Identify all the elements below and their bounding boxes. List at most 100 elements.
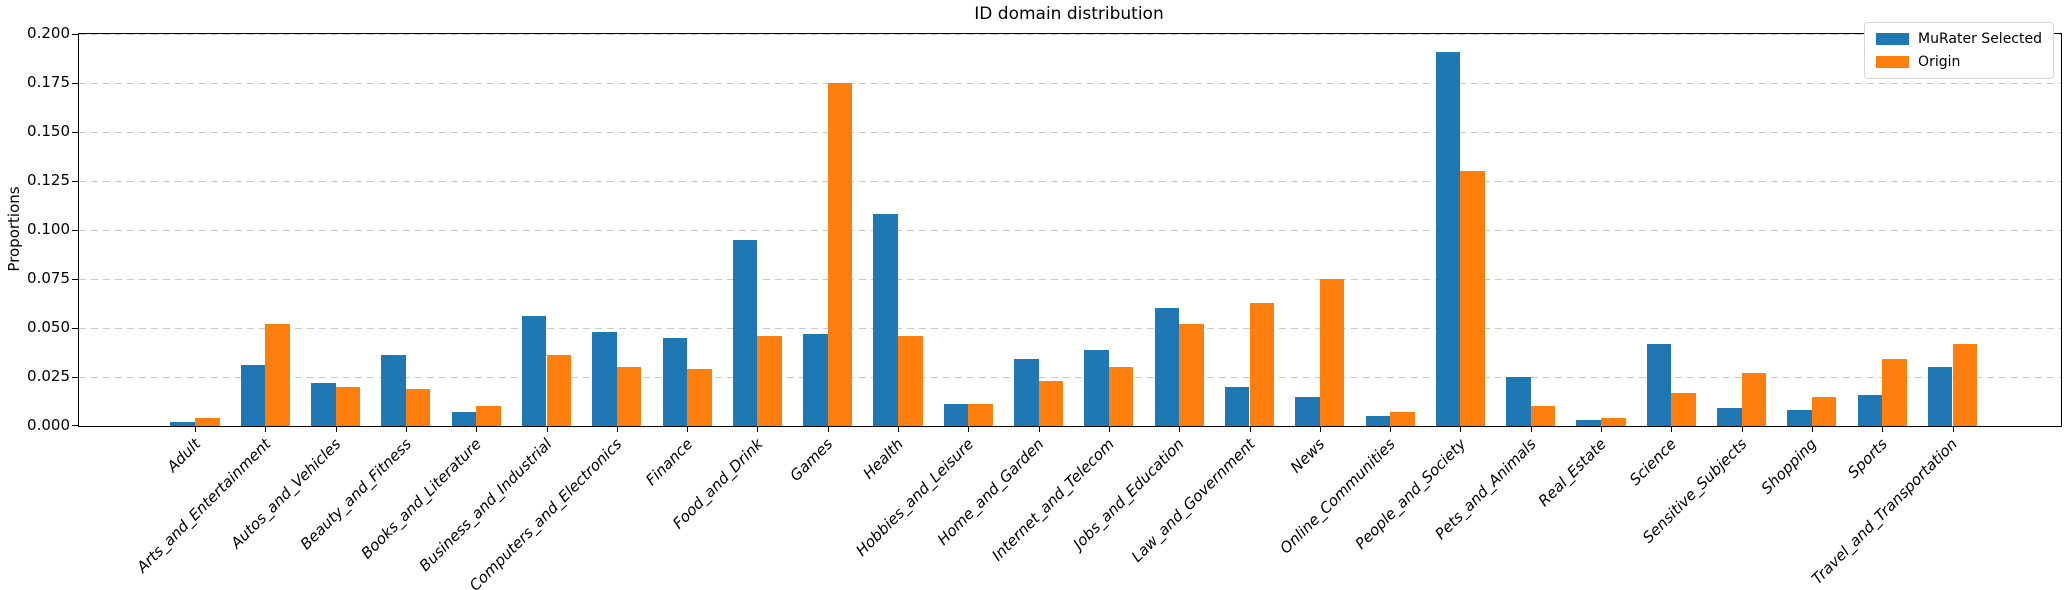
y-tick-mark bbox=[72, 328, 79, 329]
bar-murater-selected bbox=[521, 316, 547, 426]
x-tick-mark bbox=[757, 426, 759, 432]
x-tick-mark bbox=[1530, 426, 1532, 432]
x-tick-mark bbox=[1179, 426, 1181, 432]
bar-origin bbox=[687, 369, 712, 426]
bar-origin bbox=[1249, 302, 1275, 426]
bar-origin bbox=[827, 83, 853, 426]
x-tick-label: Law_and_Government bbox=[1127, 435, 1259, 566]
x-tick-mark bbox=[898, 426, 899, 432]
legend-item-origin: Origin bbox=[1876, 54, 2042, 70]
y-tick-mark bbox=[72, 83, 79, 84]
bar-origin bbox=[1108, 367, 1134, 426]
bar-origin bbox=[898, 335, 923, 426]
x-tick-mark bbox=[1460, 426, 1462, 432]
bar-origin bbox=[1952, 343, 1978, 426]
legend-swatch-origin bbox=[1876, 56, 1910, 68]
bar-murater-selected bbox=[381, 355, 406, 426]
bar-origin bbox=[195, 418, 220, 426]
y-tick-label: 0.150 bbox=[27, 122, 70, 140]
bar-origin bbox=[1882, 359, 1907, 426]
y-tick-mark bbox=[72, 181, 79, 182]
bar-origin bbox=[1811, 396, 1837, 426]
gridline bbox=[79, 82, 2061, 84]
bar-origin bbox=[1319, 279, 1345, 426]
x-tick-label: Travel_and_Transportation bbox=[1808, 435, 1962, 588]
x-tick-mark bbox=[546, 426, 548, 432]
bar-murater-selected bbox=[1224, 386, 1250, 426]
x-tick-label: Adult bbox=[163, 435, 204, 476]
bar-murater-selected bbox=[592, 331, 617, 426]
y-tick-label: 0.050 bbox=[27, 318, 70, 336]
x-tick-label: Finance bbox=[641, 435, 696, 490]
bar-origin bbox=[1530, 406, 1556, 426]
legend-item-murater-selected: MuRater Selected bbox=[1876, 31, 2042, 47]
bar-origin bbox=[335, 386, 361, 426]
bar-murater-selected bbox=[1717, 408, 1742, 426]
gridline bbox=[79, 180, 2061, 182]
y-tick-mark bbox=[72, 230, 79, 231]
y-tick-label: 0.075 bbox=[27, 269, 70, 287]
legend-swatch-murater-selected bbox=[1876, 33, 1910, 45]
x-tick-mark bbox=[1108, 426, 1110, 432]
bar-origin bbox=[265, 324, 290, 426]
x-tick-label: Online_Communities bbox=[1276, 435, 1399, 558]
x-tick-mark bbox=[616, 426, 618, 432]
bar-murater-selected bbox=[1365, 416, 1391, 426]
x-tick-mark bbox=[968, 426, 970, 432]
gridline bbox=[79, 229, 2061, 231]
bar-murater-selected bbox=[1506, 377, 1531, 426]
bar-origin bbox=[476, 406, 501, 426]
bar-murater-selected bbox=[943, 404, 969, 426]
x-tick-mark bbox=[195, 426, 196, 432]
y-tick-label: 0.125 bbox=[27, 171, 70, 189]
bar-origin bbox=[1460, 171, 1485, 426]
gridline bbox=[79, 131, 2061, 133]
bar-murater-selected bbox=[1295, 396, 1320, 426]
bar-murater-selected bbox=[240, 365, 266, 426]
x-tick-mark bbox=[1319, 426, 1321, 432]
y-tick-label: 0.000 bbox=[27, 416, 70, 434]
bar-origin bbox=[546, 355, 572, 426]
bar-murater-selected bbox=[1787, 410, 1812, 426]
x-tick-label: Sports bbox=[1844, 435, 1891, 482]
gridline bbox=[79, 33, 2061, 35]
bar-origin bbox=[1741, 373, 1767, 426]
x-tick-label: Science bbox=[1626, 435, 1681, 489]
y-tick-label: 0.200 bbox=[27, 24, 70, 42]
bar-murater-selected bbox=[1014, 359, 1039, 426]
x-tick-mark bbox=[687, 426, 689, 432]
x-tick-mark bbox=[1601, 426, 1602, 432]
y-tick-label: 0.025 bbox=[27, 367, 70, 385]
x-tick-mark bbox=[1741, 426, 1743, 432]
y-tick-mark bbox=[72, 377, 79, 378]
x-tick-mark bbox=[1811, 426, 1813, 432]
legend-label-origin: Origin bbox=[1918, 54, 1961, 70]
x-tick-mark bbox=[1952, 426, 1954, 432]
x-tick-mark bbox=[476, 426, 478, 432]
bar-murater-selected bbox=[1576, 420, 1601, 426]
bar-origin bbox=[1601, 418, 1626, 426]
x-tick-mark bbox=[1671, 426, 1673, 432]
bar-origin bbox=[968, 404, 993, 426]
x-tick-label: Hobbies_and_Leisure bbox=[852, 435, 978, 560]
chart-title: ID domain distribution bbox=[974, 4, 1164, 24]
bar-murater-selected bbox=[662, 337, 688, 426]
x-tick-label: Business_and_Industrial bbox=[415, 435, 556, 575]
x-tick-label: Arts_and_Entertainment bbox=[132, 435, 275, 577]
y-tick-mark bbox=[72, 132, 79, 133]
gridline bbox=[79, 278, 2061, 280]
x-tick-label: Internet_and_Telecom bbox=[988, 435, 1118, 565]
x-tick-mark bbox=[405, 426, 407, 432]
bar-murater-selected bbox=[732, 239, 758, 426]
y-tick-mark bbox=[72, 34, 79, 35]
gridline bbox=[79, 327, 2061, 329]
y-tick-mark bbox=[72, 279, 79, 280]
bar-origin bbox=[1038, 380, 1064, 426]
bar-origin bbox=[616, 367, 642, 426]
bar-murater-selected bbox=[803, 333, 828, 426]
x-tick-mark bbox=[335, 426, 337, 432]
x-tick-label: Health bbox=[859, 435, 907, 483]
bar-murater-selected bbox=[170, 422, 195, 426]
bar-origin bbox=[1390, 412, 1415, 426]
bar-murater-selected bbox=[873, 214, 898, 426]
